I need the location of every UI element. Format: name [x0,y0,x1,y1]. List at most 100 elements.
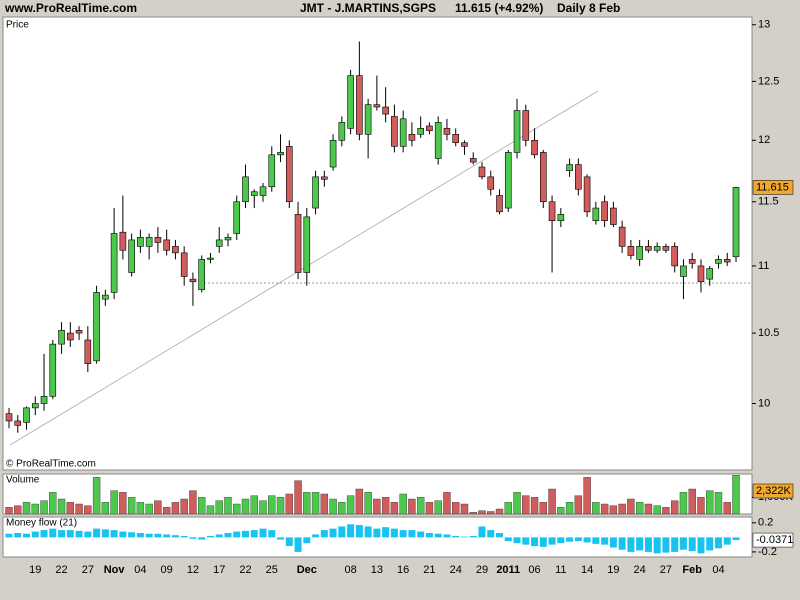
bar [338,526,346,538]
bar [732,537,740,541]
candle-body [548,201,556,222]
bar [618,537,626,550]
bar [688,537,696,552]
candle-body [233,201,241,234]
x-tick-label: 22 [55,564,67,576]
x-tick-label: 16 [397,564,409,576]
x-tick-label: 19 [29,564,41,576]
bar [671,537,679,552]
bar [653,537,661,554]
bar [653,505,661,515]
bar [224,533,232,538]
bar [259,528,267,538]
bar [688,488,696,515]
bar [679,492,688,515]
bar [145,503,153,515]
bar [14,505,22,515]
bar [338,502,346,515]
bar [373,498,381,515]
bar [504,537,512,541]
bar [320,530,328,538]
bar [198,537,206,540]
y-tick-label: 12.5 [758,75,779,87]
bar [294,480,302,515]
x-tick-label: 04 [134,564,146,576]
candle-body [706,268,714,280]
bar [58,530,66,538]
candle-body [31,403,39,409]
bar [574,537,582,541]
candle-body [732,187,740,258]
bar [364,492,372,515]
bar [381,497,390,515]
bar [22,502,31,515]
candle-body [49,343,57,397]
bar [399,493,407,515]
candle-body [618,226,626,247]
bar [311,492,320,515]
candle-body [697,265,705,283]
candle-body [198,259,205,291]
x-tick-label: 06 [528,564,540,576]
bar [57,498,66,515]
bar [714,537,722,549]
candle-body [583,176,591,213]
candle-body [5,413,13,422]
instrument: JMT - J.MARTINS,SGPS [300,1,436,15]
bar [530,497,539,515]
bar [163,534,171,538]
candle-body [58,330,65,345]
bar [93,528,101,538]
y-tick-label: 13 [758,19,770,31]
bar [434,500,442,515]
bar [119,531,127,538]
bar [5,507,13,515]
x-tick-label: 2011 [496,564,520,576]
candle-body [671,246,678,267]
candle-body [399,118,407,147]
bar [443,534,451,538]
candle-body [723,259,731,263]
bar [618,503,626,515]
candle-body [40,396,48,404]
bar [303,492,311,515]
candle-body [110,233,118,293]
bar [723,537,731,545]
bar [171,535,179,538]
bar [84,505,92,515]
candle-body [75,330,83,334]
bar [644,503,653,515]
candle-body [601,201,608,222]
bar [233,531,241,538]
bar [31,503,39,515]
bar [706,490,714,515]
candle-body [215,239,223,247]
bar [609,505,618,515]
candle-body [250,191,258,196]
candle-body [338,122,346,141]
bar [697,537,705,554]
candle-body [575,164,582,190]
y-tick-label: 10.5 [758,327,779,339]
bar [487,511,495,515]
bar [40,530,48,538]
bar [706,537,714,551]
bar [513,492,521,515]
candle-body [627,246,635,256]
y-tick-label: 10 [758,397,770,409]
x-tick-label: 27 [660,564,672,576]
bar [14,533,22,538]
candle-body [93,292,100,362]
x-tick-label: 04 [712,564,724,576]
bar [162,507,171,515]
bar [40,500,48,515]
candle-body [224,237,232,241]
bar [215,500,223,515]
bar [495,508,504,515]
bar [452,535,460,538]
bar [513,537,521,544]
bar [171,502,180,515]
bar [679,537,687,550]
candle-body [504,152,512,209]
last-value-box [752,180,794,195]
